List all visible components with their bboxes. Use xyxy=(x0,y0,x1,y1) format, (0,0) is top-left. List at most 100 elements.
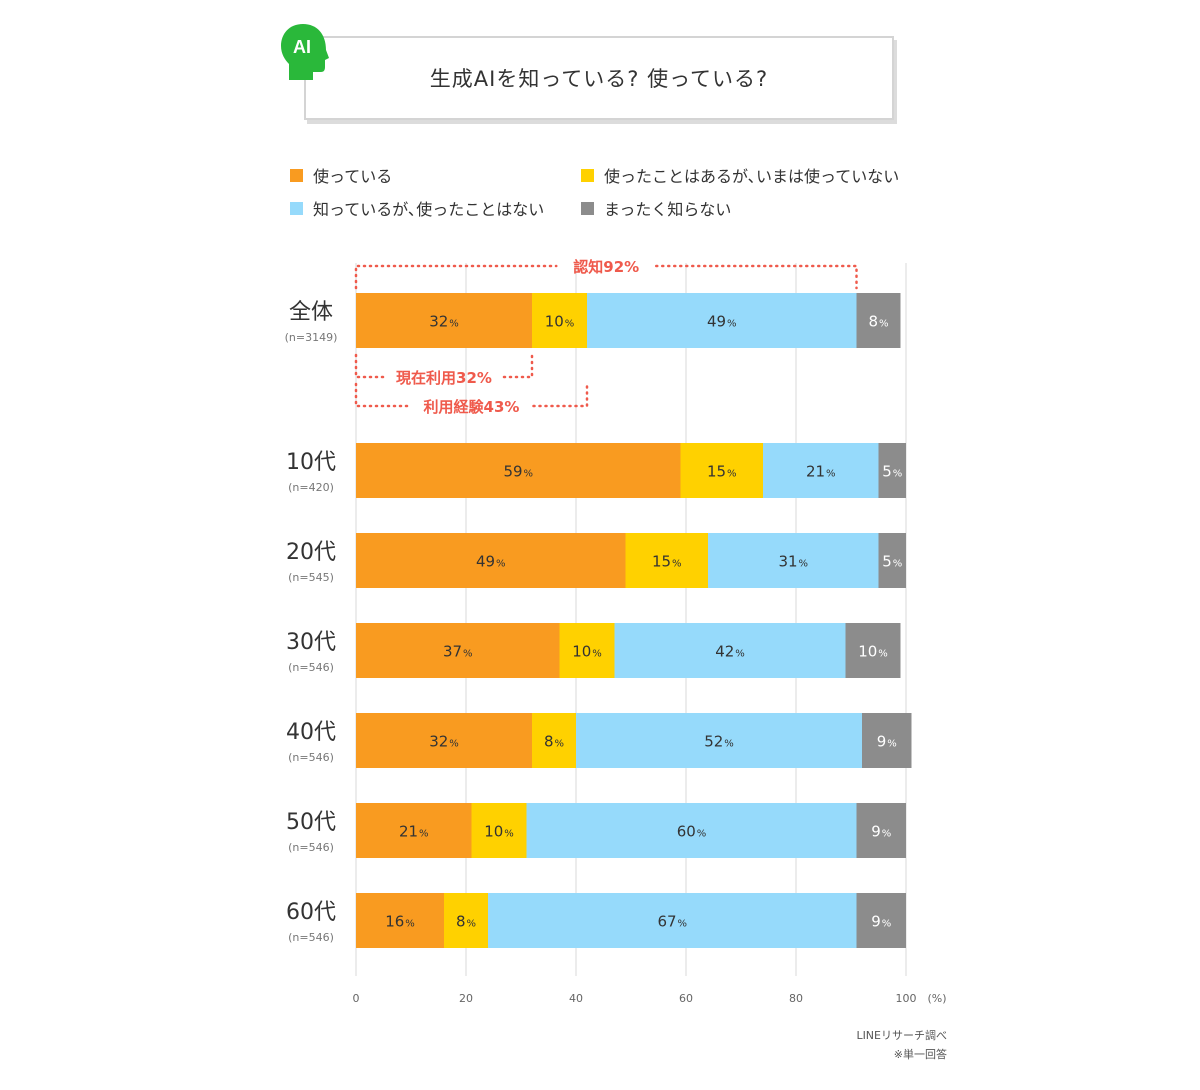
bar-segment xyxy=(878,443,906,498)
category-label: 60代 xyxy=(286,900,336,925)
data-label: 31% xyxy=(778,553,808,571)
x-tick-label: 100 xyxy=(896,992,917,1005)
category-n-label: (n=546) xyxy=(288,751,334,764)
data-label: 15% xyxy=(707,463,737,481)
data-label: 37% xyxy=(443,643,473,661)
legend-swatch-used-before xyxy=(581,168,594,182)
ai-icon-label: AI xyxy=(293,37,311,57)
x-tick-label: 0 xyxy=(353,992,360,1005)
category-n-label: (n=546) xyxy=(288,841,334,854)
chart-title: 生成AIを知っている? 使っている? xyxy=(429,67,769,91)
bar-segment xyxy=(356,443,681,498)
data-label: 42% xyxy=(715,643,745,661)
x-tick-label: 40 xyxy=(569,992,583,1005)
answer-note: ※単一回答 xyxy=(893,1048,947,1061)
data-label: 32% xyxy=(429,313,459,331)
awareness-bracket xyxy=(354,264,558,290)
category-n-label: (n=545) xyxy=(288,571,334,584)
bar-segment xyxy=(708,533,879,588)
bar-segment xyxy=(356,803,472,858)
category-label: 全体 xyxy=(289,300,333,325)
category-label: 20代 xyxy=(286,540,336,565)
data-label: 15% xyxy=(652,553,682,571)
bar-segment xyxy=(356,623,560,678)
awareness-annotation: 認知92% xyxy=(573,258,639,276)
source-credit: LINEリサーチ調べ xyxy=(856,1029,947,1042)
data-label: 32% xyxy=(429,733,459,751)
legend-item-not-aware: まったく知らない xyxy=(581,196,731,220)
category-label: 30代 xyxy=(286,630,336,655)
legend-label-not-aware: まったく知らない xyxy=(604,200,732,219)
awareness-bracket xyxy=(655,264,858,290)
bar-segment xyxy=(862,713,912,768)
data-label: 10% xyxy=(572,643,602,661)
legend-swatch-aware-not-used xyxy=(290,201,303,215)
category-n-label: (n=3149) xyxy=(285,331,338,344)
data-label: 5% xyxy=(882,553,902,571)
x-tick-label: 80 xyxy=(789,992,803,1005)
bar-segment xyxy=(356,893,444,948)
bar-segment xyxy=(471,803,527,858)
data-label: 8% xyxy=(868,313,888,331)
data-label: 8% xyxy=(544,733,564,751)
bar-segment xyxy=(559,623,615,678)
category-n-label: (n=420) xyxy=(288,481,334,494)
category-label: 50代 xyxy=(286,810,336,835)
bar-segment xyxy=(856,293,901,348)
x-tick-label: 60 xyxy=(679,992,693,1005)
bar-segment xyxy=(532,713,576,768)
ai-head-icon: AI xyxy=(281,24,329,80)
bar-segment xyxy=(680,443,763,498)
use-experience-annotation: 利用経験43% xyxy=(424,398,520,416)
head-silhouette xyxy=(281,24,329,80)
data-label: 59% xyxy=(503,463,533,481)
data-label: 16% xyxy=(385,913,415,931)
legend-item-used-before: 使ったことはあるが､いまは使っていない xyxy=(581,163,899,187)
x-unit-label: (%) xyxy=(927,992,946,1005)
data-label: 9% xyxy=(877,733,897,751)
data-label: 8% xyxy=(456,913,476,931)
data-label: 49% xyxy=(476,553,506,571)
bar-segment xyxy=(587,293,857,348)
bar-segment xyxy=(356,293,532,348)
use-experience-bracket xyxy=(532,382,589,408)
data-label: 9% xyxy=(871,913,891,931)
data-label: 52% xyxy=(704,733,734,751)
data-label: 9% xyxy=(871,823,891,841)
legend-swatch-using xyxy=(290,168,303,182)
data-label: 5% xyxy=(882,463,902,481)
bar-segment xyxy=(845,623,901,678)
legend-label-using: 使っている xyxy=(313,167,393,186)
bar-segment xyxy=(856,803,906,858)
bar-segment xyxy=(356,533,626,588)
legend-label-aware-not-used: 知っているが､使ったことはない xyxy=(313,200,545,219)
data-label: 21% xyxy=(399,823,429,841)
legend-swatch-not-aware xyxy=(581,201,594,215)
legend-label-used-before: 使ったことはあるが､いまは使っていない xyxy=(604,167,900,186)
x-tick-label: 20 xyxy=(459,992,473,1005)
title-box: 生成AIを知っている? 使っている? xyxy=(304,36,894,120)
bar-segment xyxy=(356,713,532,768)
data-label: 10% xyxy=(858,643,888,661)
legend-item-using: 使っている xyxy=(290,163,392,187)
bar-segment xyxy=(444,893,488,948)
category-label: 40代 xyxy=(286,720,336,745)
bar-segment xyxy=(576,713,862,768)
bar-segment xyxy=(526,803,857,858)
data-label: 49% xyxy=(707,313,737,331)
bar-segment xyxy=(878,533,906,588)
legend-item-aware-not-used: 知っているが､使ったことはない xyxy=(290,196,544,220)
bar-segment xyxy=(614,623,846,678)
use-experience-bracket xyxy=(354,382,411,408)
data-label: 67% xyxy=(657,913,687,931)
category-n-label: (n=546) xyxy=(288,661,334,674)
bar-segment xyxy=(763,443,879,498)
data-label: 10% xyxy=(484,823,514,841)
data-label: 10% xyxy=(545,313,575,331)
current-use-bracket xyxy=(354,353,386,379)
data-label: 21% xyxy=(806,463,836,481)
bar-segment xyxy=(532,293,587,348)
data-label: 60% xyxy=(677,823,707,841)
bar-segment xyxy=(856,893,906,948)
